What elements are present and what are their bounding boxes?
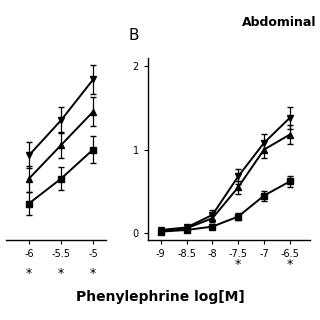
Text: B: B bbox=[128, 28, 139, 43]
Text: *: * bbox=[26, 267, 32, 280]
Text: Phenylephrine log[M]: Phenylephrine log[M] bbox=[76, 290, 244, 304]
Text: *: * bbox=[235, 258, 241, 271]
Text: *: * bbox=[58, 267, 64, 280]
Text: *: * bbox=[287, 258, 293, 271]
Text: *: * bbox=[90, 267, 96, 280]
Text: Abdominal: Abdominal bbox=[242, 16, 317, 29]
